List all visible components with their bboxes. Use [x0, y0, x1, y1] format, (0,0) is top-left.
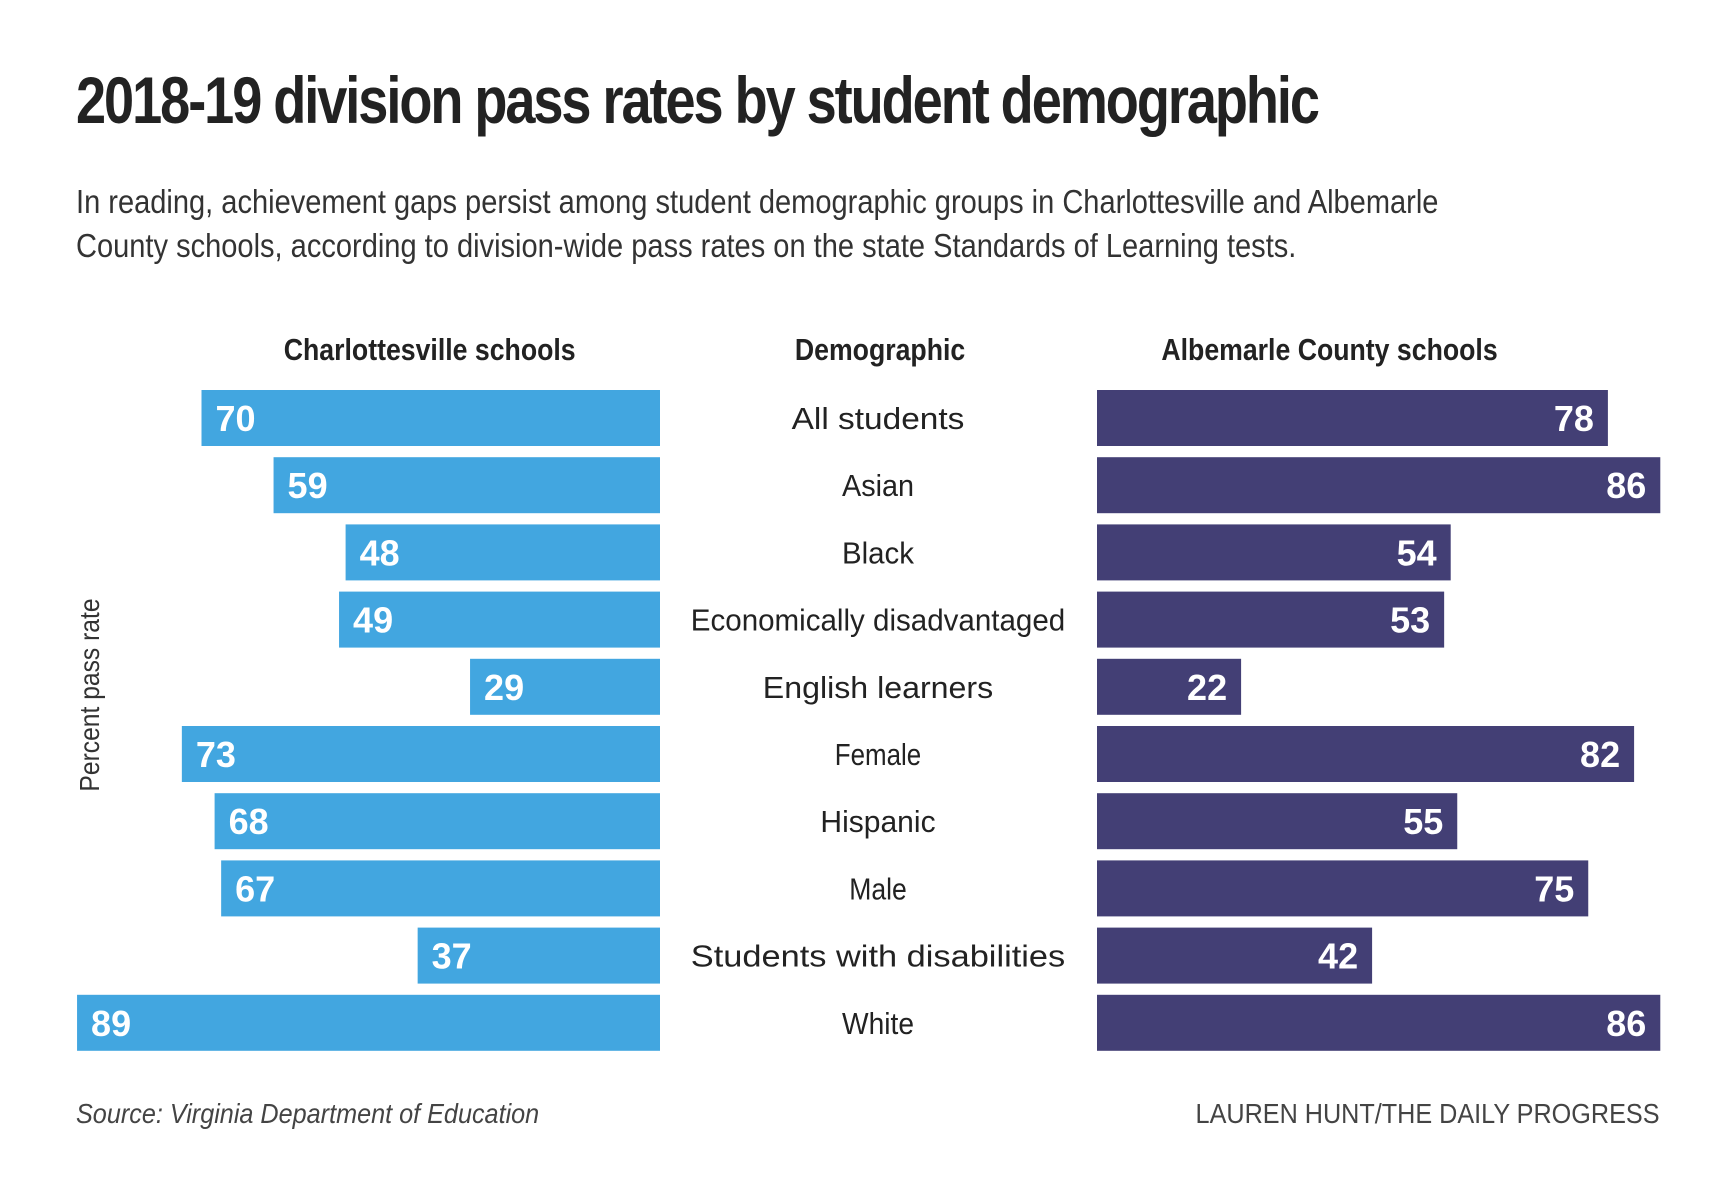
category-label-male: Male	[849, 871, 907, 906]
category-label-hispanic: Hispanic	[820, 804, 935, 839]
chart-subtitle: In reading, achievement gaps persist amo…	[76, 183, 1439, 264]
value-label-charlottesville-english-learners: 29	[484, 667, 524, 708]
bar-charlottesville-asian	[273, 457, 660, 514]
value-label-charlottesville-hispanic: 68	[229, 801, 269, 842]
bar-albemarle-hispanic	[1097, 793, 1458, 850]
value-label-albemarle-hispanic: 55	[1403, 801, 1443, 842]
bar-charlottesville-hispanic	[214, 793, 660, 850]
bar-albemarle-black	[1097, 524, 1451, 581]
bar-albemarle-english-learners	[1097, 658, 1242, 715]
value-label-charlottesville-asian: 59	[288, 465, 328, 506]
value-label-charlottesville-students-with-disabilities: 37	[432, 936, 472, 977]
value-label-albemarle-white: 86	[1606, 1003, 1646, 1044]
bar-albemarle-white	[1097, 994, 1661, 1051]
bar-albemarle-asian	[1097, 457, 1661, 514]
bar-albemarle-all-students	[1097, 390, 1608, 446]
value-label-charlottesville-female: 73	[196, 734, 236, 775]
value-label-albemarle-all-students: 78	[1554, 398, 1594, 439]
value-label-charlottesville-male: 67	[235, 868, 275, 909]
chart-title: 2018-19 division pass rates by student d…	[76, 63, 1320, 137]
demographic-header-label: Demographic	[794, 332, 966, 367]
value-label-charlottesville-black: 48	[360, 532, 400, 573]
category-label-asian: Asian	[842, 468, 914, 503]
category-label-economically-disadvantaged: Economically disadvantaged	[691, 603, 1065, 638]
category-label-english-learners: English learners	[763, 670, 993, 705]
credit-line: LAUREN HUNT/THE DAILY PROGRESS	[1196, 1098, 1660, 1129]
bar-albemarle-students-with-disabilities	[1097, 927, 1373, 984]
bar-charlottesville-black	[345, 524, 660, 581]
value-label-albemarle-female: 82	[1580, 734, 1620, 775]
bar-charlottesville-economically-disadvantaged	[339, 591, 660, 648]
value-label-albemarle-english-learners: 22	[1187, 667, 1227, 708]
category-label-female: Female	[835, 737, 921, 772]
category-label-all-students: All students	[792, 401, 965, 436]
bar-albemarle-male	[1097, 860, 1589, 917]
albemarle-header-label: Albemarle County schools	[1161, 332, 1499, 367]
value-label-albemarle-male: 75	[1534, 868, 1574, 909]
charlottesville-header-label: Charlottesville schools	[284, 332, 576, 367]
category-label-students-with-disabilities: Students with disabilities	[691, 939, 1065, 974]
bar-albemarle-economically-disadvantaged	[1097, 591, 1445, 648]
albemarle-header: Albemarle County schools	[1095, 328, 1565, 372]
bar-charlottesville-white	[77, 994, 661, 1051]
value-label-charlottesville-white: 89	[91, 1003, 131, 1044]
value-label-charlottesville-all-students: 70	[216, 398, 256, 439]
source-note: Source: Virginia Department of Education	[76, 1098, 540, 1129]
bar-charlottesville-female	[181, 726, 660, 782]
category-label-black: Black	[842, 535, 914, 570]
bar-charlottesville-male	[221, 860, 660, 917]
value-label-albemarle-students-with-disabilities: 42	[1318, 936, 1358, 977]
bar-charlottesville-english-learners	[470, 658, 660, 715]
value-label-charlottesville-economically-disadvantaged: 49	[353, 600, 393, 641]
charlottesville-header: Charlottesville schools	[200, 328, 660, 372]
value-label-albemarle-economically-disadvantaged: 53	[1390, 600, 1430, 641]
value-label-albemarle-black: 54	[1397, 532, 1437, 573]
category-label-white: White	[842, 1006, 914, 1041]
bar-charlottesville-all-students	[201, 390, 660, 446]
value-label-albemarle-asian: 86	[1606, 465, 1646, 506]
bar-charlottesville-students-with-disabilities	[417, 927, 660, 984]
bar-albemarle-female	[1097, 726, 1635, 782]
demographic-header: Demographic	[670, 328, 1090, 372]
